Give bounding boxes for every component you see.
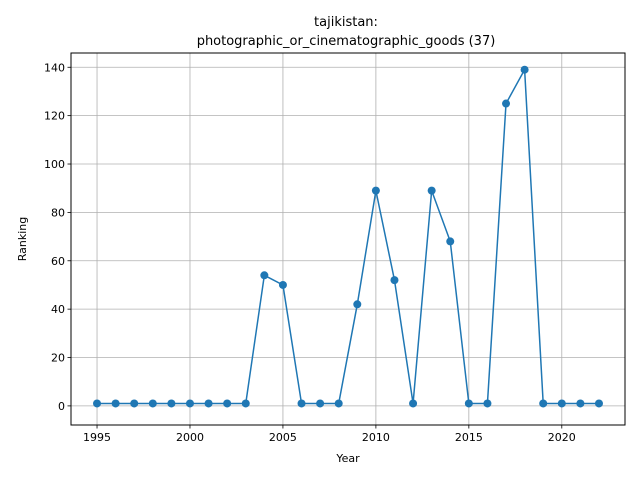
data-point — [371, 186, 380, 195]
y-tick-label: 80 — [51, 206, 65, 219]
data-point — [557, 399, 566, 408]
data-point — [130, 399, 139, 408]
data-point — [409, 399, 418, 408]
data-point — [353, 300, 362, 309]
data-point — [278, 280, 287, 289]
data-point — [539, 399, 548, 408]
data-point — [167, 399, 176, 408]
data-point — [483, 399, 492, 408]
data-point — [223, 399, 232, 408]
series-line — [97, 67, 599, 405]
data-point — [204, 399, 213, 408]
x-tick-label: 1995 — [83, 431, 111, 444]
data-point — [93, 399, 102, 408]
axis-ticks: 1995 2000 2005 2010 2015 2020 0 20 40 60 80 100 120 1… — [44, 61, 576, 444]
chart-title-line1: tajikistan: — [314, 15, 378, 30]
data-point — [464, 399, 473, 408]
data-point — [576, 399, 585, 408]
x-tick-label: 2005 — [269, 431, 297, 444]
y-tick-label: 140 — [44, 61, 65, 74]
x-tick-label: 2010 — [362, 431, 390, 444]
y-tick-label: 60 — [51, 255, 65, 268]
x-tick-label: 2000 — [176, 431, 204, 444]
data-point — [520, 65, 529, 74]
data-point — [316, 399, 325, 408]
data-point — [185, 399, 194, 408]
y-tick-label: 40 — [51, 303, 65, 316]
data-point — [390, 276, 399, 285]
data-point — [427, 186, 436, 195]
grid — [71, 53, 625, 425]
y-tick-label: 120 — [44, 110, 65, 123]
y-tick-label: 20 — [51, 352, 65, 365]
x-tick-label: 2020 — [548, 431, 576, 444]
x-axis-label: Year — [335, 452, 360, 465]
plot-frame — [70, 52, 626, 426]
data-point — [334, 399, 343, 408]
y-tick-label: 0 — [58, 400, 65, 413]
data-point — [241, 399, 250, 408]
data-point — [148, 399, 157, 408]
y-tick-label: 100 — [44, 158, 65, 171]
y-axis-label: Ranking — [16, 217, 29, 262]
data-point — [446, 237, 455, 246]
data-point — [260, 271, 269, 280]
chart-title-line2: photographic_or_cinematographic_goods (3… — [197, 34, 496, 49]
data-point — [297, 399, 306, 408]
data-series — [93, 65, 603, 408]
x-tick-label: 2015 — [455, 431, 483, 444]
data-point — [594, 399, 603, 408]
data-point — [502, 99, 511, 108]
data-point — [111, 399, 120, 408]
